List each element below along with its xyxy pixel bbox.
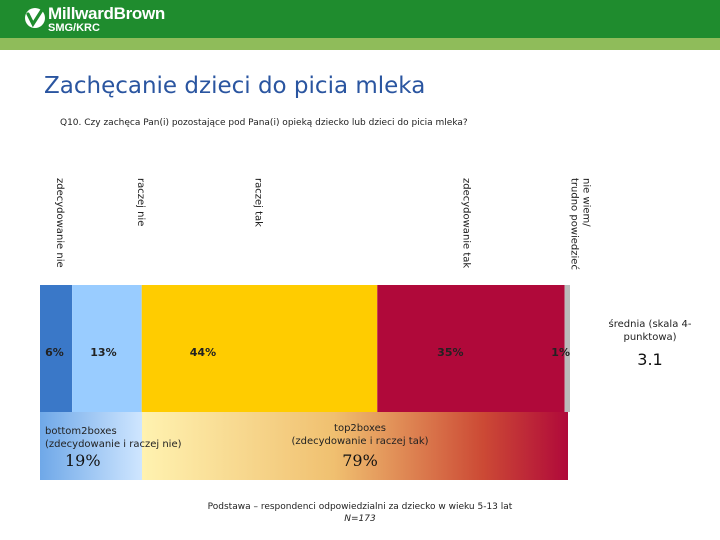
- bottom2boxes-band: [40, 412, 142, 480]
- footer-n: N=173: [344, 514, 376, 524]
- box-label: top2boxes (zdecydowanie i raczej tak): [291, 423, 428, 447]
- bar-segment: [564, 285, 570, 412]
- category-label: zdecydowanie nie: [54, 178, 65, 268]
- footer: Podstawa – respondenci odpowiedzialni za…: [160, 501, 560, 525]
- segment-value-label: 1%: [551, 346, 570, 359]
- box-value: 79%: [342, 451, 378, 470]
- question-text: Q10. Czy zachęca Pan(i) pozostające pod …: [60, 118, 468, 128]
- millward-brown-logo-icon: [25, 8, 45, 28]
- category-label: raczej nie: [135, 178, 146, 226]
- bar-segment: [72, 285, 142, 412]
- segment-value-label: 35%: [437, 346, 463, 359]
- category-label: nie wiem/trudno powiedzieć: [569, 178, 592, 270]
- box-label: bottom2boxes (zdecydowanie i raczej nie): [45, 426, 182, 450]
- footer-base: Podstawa – respondenci odpowiedzialni za…: [207, 502, 513, 512]
- category-label: raczej tak: [253, 178, 264, 227]
- segment-value-label: 13%: [90, 346, 116, 359]
- sub-brand-name: SMG/KRC: [48, 22, 100, 34]
- header-bar: [0, 0, 720, 38]
- mean-label: średnia (skala 4-punktowa): [608, 319, 692, 343]
- header-stripe: [0, 38, 720, 50]
- bar-segment: [141, 285, 378, 412]
- box-value: 19%: [65, 451, 101, 470]
- category-label: zdecydowanie tak: [460, 178, 471, 268]
- brand-name: MillwardBrown: [48, 4, 165, 23]
- mean-value: 3.1: [637, 350, 663, 369]
- bar-segment: [377, 285, 565, 412]
- segment-value-label: 44%: [190, 346, 216, 359]
- bar-segment: [40, 285, 73, 412]
- page-title: Zachęcanie dzieci do picia mleka: [44, 73, 426, 99]
- segment-value-label: 6%: [45, 346, 64, 359]
- top2boxes-band: [142, 412, 568, 480]
